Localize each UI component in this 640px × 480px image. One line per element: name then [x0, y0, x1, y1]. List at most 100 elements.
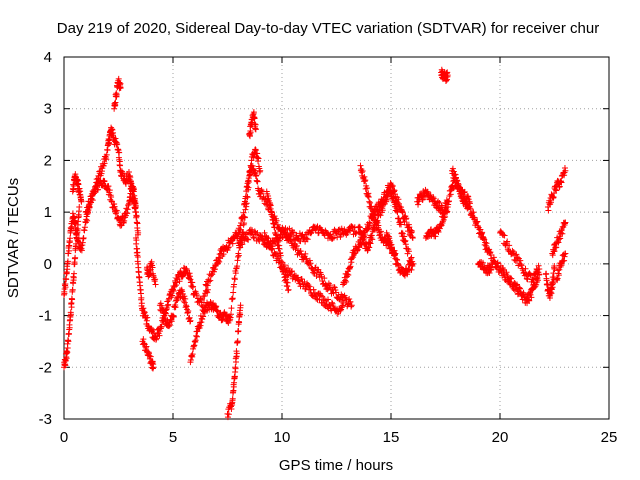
- data-point: [152, 276, 159, 283]
- data-point: [84, 207, 91, 214]
- data-point: [160, 307, 167, 314]
- data-point: [362, 177, 369, 184]
- data-point: [294, 274, 301, 281]
- data-point: [64, 258, 71, 265]
- data-point: [150, 364, 157, 371]
- data-point: [185, 308, 192, 315]
- data-point: [551, 248, 558, 255]
- data-point: [249, 227, 256, 234]
- data-point: [518, 262, 525, 269]
- data-point: [321, 302, 328, 309]
- plot-frame: [63, 56, 610, 420]
- data-point: [356, 223, 363, 230]
- data-point: [252, 147, 259, 154]
- data-point: [554, 275, 561, 282]
- data-point: [279, 259, 286, 266]
- data-point: [204, 282, 211, 289]
- data-point: [63, 355, 70, 362]
- data-point: [293, 242, 300, 249]
- data-point: [466, 200, 473, 207]
- data-point: [377, 212, 384, 219]
- y-axis-label: SDTVAR / TECUs: [5, 178, 22, 298]
- data-point: [122, 180, 129, 187]
- data-point: [470, 209, 477, 216]
- data-point: [377, 228, 384, 235]
- data-point: [227, 311, 234, 318]
- data-point: [548, 199, 555, 206]
- data-point: [239, 241, 246, 248]
- series-arc-20: [355, 186, 416, 267]
- data-point: [182, 295, 189, 302]
- data-point: [304, 236, 311, 243]
- series-arc-30: [549, 219, 569, 259]
- data-point: [144, 314, 151, 321]
- data-points: [61, 66, 569, 421]
- data-point: [306, 283, 313, 290]
- data-point: [247, 230, 254, 237]
- data-point: [277, 252, 284, 259]
- data-point: [447, 191, 454, 198]
- series-arc-8: [143, 258, 159, 288]
- data-point: [255, 155, 262, 162]
- data-point: [364, 185, 371, 192]
- data-point: [113, 91, 120, 98]
- data-point: [405, 248, 412, 255]
- data-point: [536, 266, 543, 273]
- data-point: [488, 266, 495, 273]
- data-point: [103, 151, 110, 158]
- data-point: [233, 350, 240, 357]
- data-point: [143, 343, 150, 350]
- series-arc-29: [544, 165, 569, 214]
- data-point: [229, 395, 236, 402]
- series-arc-3: [69, 171, 85, 205]
- data-point: [281, 262, 288, 269]
- data-point: [508, 275, 515, 282]
- data-point: [197, 322, 204, 329]
- data-point: [83, 211, 90, 218]
- data-point: [347, 227, 354, 234]
- data-point: [285, 265, 292, 272]
- data-point: [324, 296, 331, 303]
- data-point: [288, 268, 295, 275]
- data-point: [555, 272, 562, 279]
- y-tick-label: 0: [44, 256, 52, 273]
- data-point: [247, 171, 254, 178]
- data-point: [279, 234, 286, 241]
- data-point: [262, 235, 269, 242]
- data-point: [366, 239, 373, 246]
- data-point: [101, 178, 108, 185]
- data-point: [317, 292, 324, 299]
- data-point: [290, 229, 297, 236]
- data-point: [214, 307, 221, 314]
- data-point: [514, 281, 521, 288]
- data-point: [233, 359, 240, 366]
- data-point: [78, 198, 85, 205]
- data-point: [89, 192, 96, 199]
- data-point: [204, 289, 211, 296]
- data-point: [84, 217, 91, 224]
- data-point: [303, 235, 310, 242]
- data-point: [347, 263, 354, 270]
- data-point: [95, 186, 102, 193]
- x-tick-label: 15: [383, 429, 400, 446]
- data-point: [73, 242, 80, 249]
- data-point: [68, 304, 75, 311]
- series-arc-25: [449, 165, 543, 307]
- data-point: [348, 303, 355, 310]
- data-point: [229, 240, 236, 247]
- data-point: [70, 183, 77, 190]
- data-point: [445, 198, 452, 205]
- data-point: [203, 307, 210, 314]
- data-point: [308, 228, 315, 235]
- data-point: [170, 288, 177, 295]
- data-point: [295, 277, 302, 284]
- data-point: [415, 201, 422, 208]
- data-point: [66, 247, 73, 254]
- data-point: [117, 85, 124, 92]
- data-point: [252, 126, 259, 133]
- data-point: [343, 278, 350, 285]
- data-point: [67, 311, 74, 318]
- data-point: [66, 324, 73, 331]
- data-point: [442, 213, 449, 220]
